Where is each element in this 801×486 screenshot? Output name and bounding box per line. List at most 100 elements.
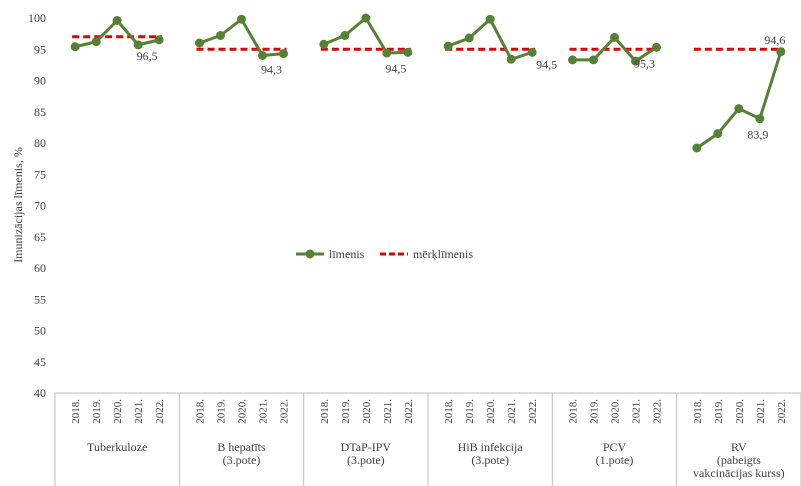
group-label: (3.pote) <box>223 453 261 467</box>
level-point <box>652 42 661 52</box>
level-point <box>713 129 723 139</box>
year-tick-label: 2022. <box>403 399 415 424</box>
year-tick-label: 2018. <box>195 399 207 424</box>
level-point <box>464 33 474 43</box>
group-label: (3.pote) <box>471 453 509 467</box>
year-tick-label: 2019. <box>216 399 228 424</box>
level-point <box>776 47 786 57</box>
year-tick-label: 2020. <box>610 399 622 424</box>
level-point <box>589 55 598 65</box>
group-label: PCV <box>603 440 627 454</box>
level-point <box>403 47 413 57</box>
level-point <box>319 39 329 49</box>
year-tick-label: 2021. <box>382 399 394 424</box>
year-tick-label: 2019. <box>340 399 352 424</box>
y-tick-label: 85 <box>34 105 46 119</box>
level-series <box>70 13 786 153</box>
y-tick-label: 90 <box>34 74 46 88</box>
data-label: 94,5 <box>385 61 406 75</box>
year-tick-label: 2021. <box>133 399 145 424</box>
year-tick-label: 2021. <box>755 399 767 424</box>
level-line <box>447 17 533 61</box>
y-tick-label: 70 <box>34 199 46 213</box>
year-tick-label: 2021. <box>631 399 643 424</box>
year-tick-label: 2022. <box>279 399 291 424</box>
group-label: HiB infekcija <box>458 440 524 454</box>
y-axis-title: Imunizācijas līmenis, % <box>11 147 25 263</box>
level-point <box>631 56 640 66</box>
level-point <box>340 31 350 40</box>
level-point <box>527 47 537 57</box>
data-label: 94,6 <box>764 33 785 47</box>
level-point <box>258 51 267 60</box>
legend-level-marker <box>305 249 315 259</box>
legend-level-label: līmenis <box>329 247 365 261</box>
y-tick-label: 60 <box>34 261 46 275</box>
y-tick-label: 95 <box>34 42 46 56</box>
level-point <box>133 40 143 50</box>
y-axis: 40 45 50 55 60 65 70 75 80 85 90 95 100 <box>28 11 46 400</box>
year-tick-label: 2022. <box>776 399 788 424</box>
level-point <box>112 16 122 25</box>
level-point <box>485 14 495 24</box>
level-point <box>70 42 80 52</box>
year-tick-label: 2019. <box>589 399 601 424</box>
group-label: (3.pote) <box>347 453 385 467</box>
y-tick-label: 75 <box>34 167 46 181</box>
y-tick-label: 40 <box>34 386 46 400</box>
group-label: (1.pote) <box>596 453 634 467</box>
group-label: RV <box>731 440 747 454</box>
year-tick-label: 2020. <box>237 399 249 424</box>
level-point <box>91 37 101 47</box>
y-tick-label: 45 <box>34 355 46 369</box>
level-point <box>216 31 225 40</box>
x-axis: 2018. 2019. 2020. 2021. 2022. Tuberkuloze 2018… <box>54 392 801 486</box>
data-label: 83,9 <box>747 128 768 142</box>
group-label: vakcinācijas kurss) <box>693 466 785 480</box>
data-label: 94,3 <box>261 63 282 77</box>
legend: līmenis mērķlīmenis <box>296 247 473 261</box>
year-tick-label: 2020. <box>485 399 497 424</box>
y-tick-label: 80 <box>34 136 46 150</box>
year-tick-label: 2019. <box>464 399 476 424</box>
level-point <box>692 143 702 153</box>
level-point <box>361 13 371 23</box>
level-point <box>154 35 164 45</box>
group-label: Tuberkuloze <box>87 440 147 454</box>
group-label: DTaP-IPV <box>341 440 392 454</box>
year-tick-label: 2018. <box>319 399 331 424</box>
y-tick-label: 65 <box>34 230 46 244</box>
year-tick-label: 2018. <box>443 399 455 424</box>
year-tick-label: 2022. <box>527 399 539 424</box>
level-point <box>237 14 246 24</box>
data-labels: 96,5 94,3 94,5 94,5 95,3 94,6 83,9 <box>137 33 786 142</box>
year-tick-label: 2020. <box>361 399 373 424</box>
year-tick-label: 2022. <box>154 399 166 424</box>
level-point <box>279 49 288 59</box>
data-label: 95,3 <box>634 56 655 70</box>
legend-target-label: mērķlīmenis <box>413 247 473 261</box>
year-tick-label: 2018. <box>692 399 704 424</box>
level-point <box>506 54 516 64</box>
year-tick-label: 2018. <box>568 399 580 424</box>
year-tick-label: 2019. <box>91 399 103 424</box>
year-tick-label: 2022. <box>652 399 664 424</box>
group-label: (pabeigts <box>717 453 761 467</box>
year-tick-label: 2021. <box>258 399 270 424</box>
year-tick-label: 2019. <box>713 399 725 424</box>
year-tick-label: 2020. <box>734 399 746 424</box>
data-label: 96,5 <box>137 49 158 63</box>
level-point <box>568 55 577 65</box>
y-tick-label: 100 <box>28 11 46 25</box>
level-point <box>195 38 204 48</box>
level-point <box>382 48 392 58</box>
y-tick-label: 50 <box>34 324 46 338</box>
year-tick-label: 2018. <box>70 399 82 424</box>
target-lines <box>72 35 784 51</box>
group-label: B hepatīts <box>217 440 266 454</box>
year-tick-label: 2021. <box>506 399 518 424</box>
year-tick-label: 2020. <box>112 399 124 424</box>
level-point <box>610 32 619 42</box>
level-point <box>734 104 744 114</box>
